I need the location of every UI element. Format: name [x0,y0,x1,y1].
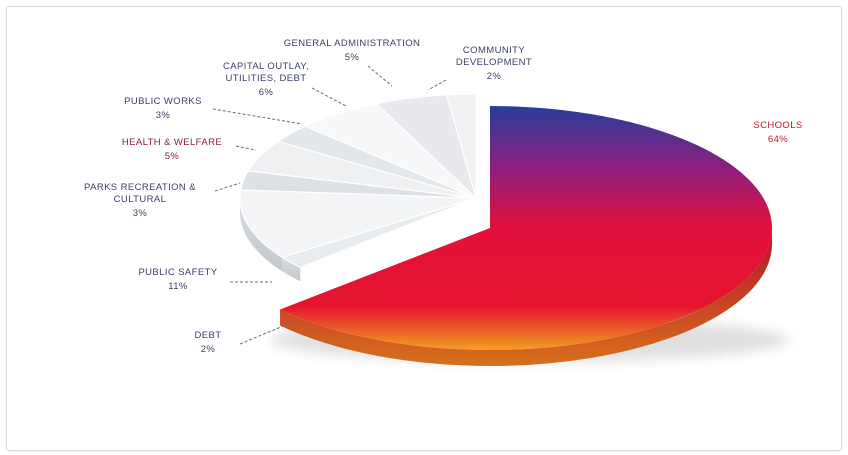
slice-tops [239,93,772,350]
slice-sides [240,198,772,366]
slice-side-debt [282,257,301,282]
leader-lines [212,65,447,345]
slice-label-capital-outlay-utilities-debt: CAPITAL OUTLAY, UTILITIES, DEBT 6% [223,61,309,98]
slice-label-parks-recreation-cultural: PARKS RECREATION & CULTURAL 3% [84,182,196,219]
leader-line-general-administration [367,65,393,87]
slice-side-public-safety [240,198,283,272]
slice-label-community-development: COMMUNITY DEVELOPMENT 2% [456,45,532,82]
slice-label-health-welfare: HEALTH & WELFARE 5% [122,137,222,162]
slice-schools [280,106,772,350]
slice-value-public-works: 3% [156,110,171,121]
slice-value-general-administration: 5% [345,52,360,63]
leader-line-health-welfare [235,145,257,151]
slice-value-public-safety: 11% [168,281,188,292]
slice-community-development [445,93,477,199]
slice-value-community-development: 2% [487,71,502,82]
slice-label-debt: DEBT 2% [195,330,222,355]
leader-line-parks-recreation-cultural [214,182,241,192]
leader-line-public-works [212,108,303,125]
slice-label-general-administration: GENERAL ADMINISTRATION 5% [284,38,421,63]
leader-line-debt [239,321,294,345]
slice-public-safety [239,189,477,258]
slice-value-schools: 64% [768,134,788,145]
slice-label-public-safety: PUBLIC SAFETY 11% [138,267,217,292]
slice-label-schools: SCHOOLS 64% [753,120,802,145]
leader-line-community-development [427,79,447,91]
slice-value-parks-recreation-cultural: 3% [133,208,148,219]
leader-line-capital-outlay-utilities-debt [311,87,347,107]
slice-value-debt: 2% [201,344,216,355]
slice-side-schools [280,228,772,366]
slice-labels: SCHOOLS 64% DEBT 2% PUBLIC SAFETY 11% PARKS RE… [84,38,802,355]
slice-value-health-welfare: 5% [165,151,180,162]
slice-value-capital-outlay-utilities-debt: 6% [259,87,274,98]
slice-label-public-works: PUBLIC WORKS 3% [124,96,202,121]
